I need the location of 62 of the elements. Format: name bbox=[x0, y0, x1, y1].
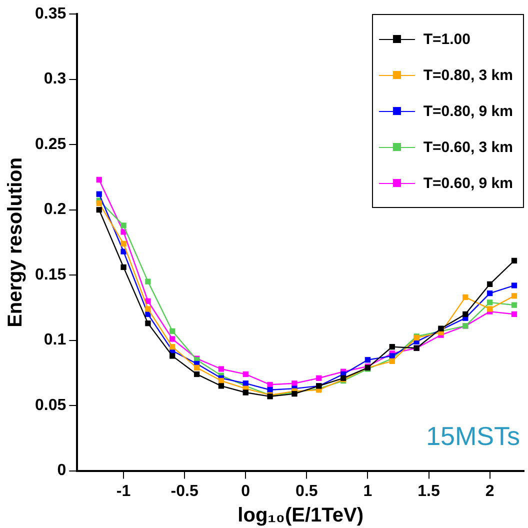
point bbox=[170, 336, 176, 342]
point bbox=[242, 390, 248, 396]
y-tick-label: 0 bbox=[57, 462, 66, 480]
point bbox=[145, 278, 151, 284]
point bbox=[120, 222, 126, 228]
point bbox=[511, 302, 518, 308]
y-tick-label: 0.35 bbox=[35, 5, 66, 22]
point bbox=[292, 380, 298, 386]
x-tick-label: 2 bbox=[485, 482, 494, 500]
point bbox=[145, 320, 151, 326]
x-tick-label: -1 bbox=[116, 482, 131, 500]
point bbox=[145, 306, 151, 312]
point bbox=[486, 300, 493, 306]
point bbox=[511, 282, 518, 288]
y-tick-label: 0.25 bbox=[35, 136, 66, 153]
point bbox=[194, 364, 200, 371]
x-tick-label: 1.5 bbox=[418, 482, 440, 500]
point bbox=[364, 357, 371, 363]
y-tick-label: 0.15 bbox=[35, 266, 66, 284]
point bbox=[486, 281, 493, 287]
point bbox=[194, 371, 200, 378]
x-tick-label: 1 bbox=[363, 482, 372, 500]
point bbox=[267, 382, 273, 388]
x-tick-label: 0.5 bbox=[296, 482, 318, 500]
point bbox=[316, 375, 322, 381]
point bbox=[170, 353, 176, 359]
y-tick-label: 0.1 bbox=[44, 332, 66, 349]
point bbox=[511, 311, 518, 318]
point bbox=[218, 366, 224, 372]
point bbox=[96, 200, 102, 206]
legend-label: T=1.00 bbox=[423, 30, 470, 48]
point bbox=[267, 387, 273, 393]
point bbox=[486, 290, 493, 296]
point bbox=[96, 176, 102, 183]
point bbox=[389, 353, 395, 359]
point bbox=[120, 264, 126, 270]
y-tick-label: 0.3 bbox=[44, 70, 66, 88]
point bbox=[170, 344, 176, 350]
x-axis-title: log₁₀(E/1TeV) bbox=[238, 504, 364, 527]
y-axis-title: Energy resolution bbox=[4, 157, 27, 328]
point bbox=[511, 293, 518, 299]
annotation: 15MSTs bbox=[426, 420, 520, 451]
point bbox=[462, 311, 468, 318]
point bbox=[120, 240, 126, 247]
point bbox=[389, 344, 395, 350]
point bbox=[96, 191, 102, 197]
y-tick-label: 0.05 bbox=[35, 396, 66, 414]
point bbox=[242, 371, 248, 378]
point bbox=[218, 383, 224, 389]
point bbox=[462, 294, 468, 300]
point bbox=[96, 206, 102, 213]
point bbox=[486, 306, 493, 312]
point bbox=[170, 328, 176, 334]
legend-label: T=0.60, 3 km bbox=[423, 138, 513, 156]
y-tick-label: 0.2 bbox=[44, 201, 66, 218]
x-tick-label: 0 bbox=[241, 482, 250, 500]
legend-label: T=0.60, 9 km bbox=[423, 174, 513, 192]
x-tick-label: -0.5 bbox=[170, 482, 198, 500]
legend-label: T=0.80, 3 km bbox=[423, 66, 513, 84]
point bbox=[389, 358, 395, 364]
legend-label: T=0.80, 9 km bbox=[423, 102, 513, 120]
point bbox=[511, 258, 518, 264]
